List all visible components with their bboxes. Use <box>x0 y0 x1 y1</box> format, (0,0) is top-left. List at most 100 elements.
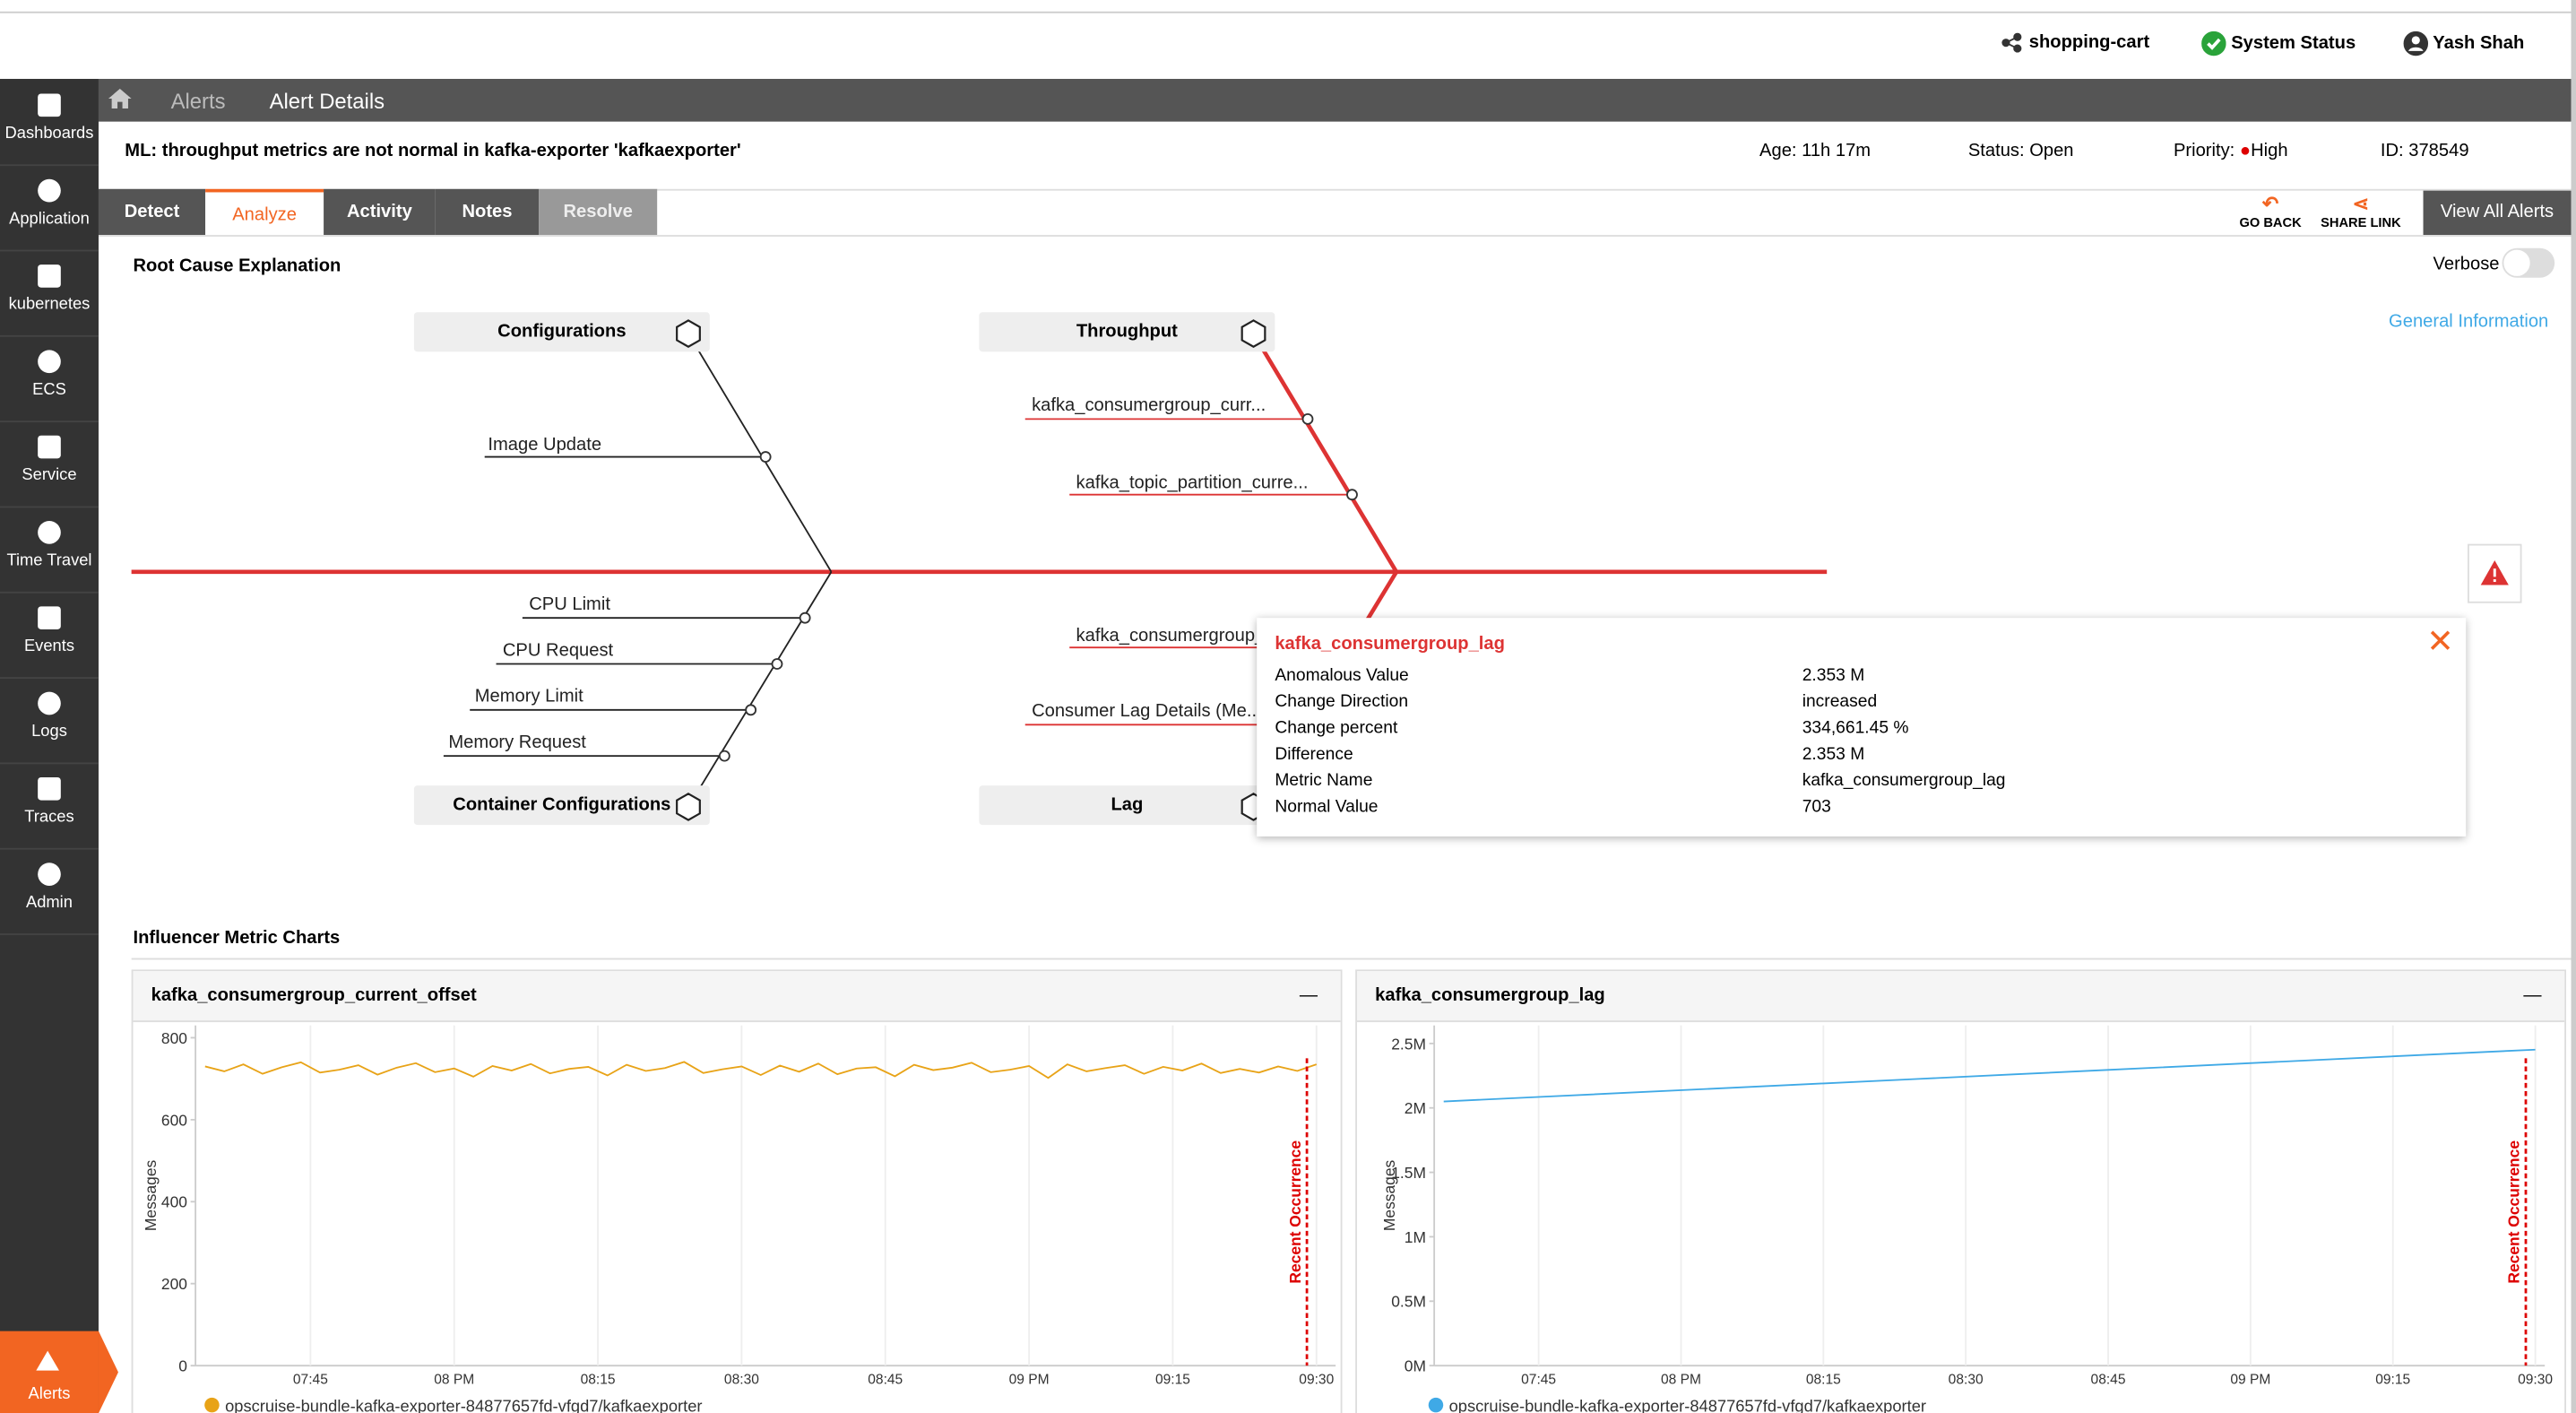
rule <box>98 235 2576 237</box>
cause-label[interactable]: kafka_consumergroup_ <box>1076 626 1266 646</box>
sidebar: Dashboards Application kubernetes ECS Servic… <box>0 78 99 1413</box>
user-name: Yash Shah <box>2433 33 2525 54</box>
view-all-button[interactable]: View All Alerts <box>2423 190 2572 236</box>
row-key: Change percent <box>1275 717 1398 738</box>
collapse[interactable]: — <box>1299 985 1318 1006</box>
tab[interactable]: Detect <box>98 188 206 236</box>
x-tick-label: 08:15 <box>1806 1372 1841 1387</box>
ok-icon <box>2201 30 2226 56</box>
x-tick-label: 09 PM <box>2230 1372 2270 1387</box>
tab[interactable]: Activity <box>324 188 436 236</box>
section-title: Influencer Metric Charts <box>133 928 341 949</box>
share-link[interactable]: ⋖ SHARE LINK <box>2321 192 2401 230</box>
nav-icon <box>38 435 61 459</box>
priority-dot: ● <box>2239 141 2252 161</box>
nav-icon <box>38 350 61 374</box>
system-status[interactable]: System Status <box>2201 30 2356 56</box>
icon-shape <box>38 178 61 203</box>
general-info-link[interactable]: General Information <box>2389 312 2549 333</box>
nav-label: Time Travel <box>6 551 92 571</box>
legend-swatch <box>1428 1397 1444 1413</box>
warning-icon <box>2480 560 2509 585</box>
nav-icon <box>38 776 61 801</box>
crumb[interactable]: Alerts <box>170 88 226 114</box>
nav-item[interactable]: kubernetes <box>0 250 99 337</box>
x-tick-label: 09:15 <box>2375 1372 2410 1387</box>
tab-active[interactable]: Analyze <box>205 188 324 236</box>
icon-shape <box>38 350 61 374</box>
nav-item[interactable]: Dashboards <box>0 79 99 167</box>
nav-item[interactable]: Logs <box>0 677 99 765</box>
icon-shape <box>38 776 61 801</box>
crumb: Alert Details <box>269 88 385 114</box>
icon-shape <box>38 606 61 630</box>
category-box: Container Configurations <box>413 785 710 826</box>
tooltip: kafka_consumergroup_lag ✕ Anomalous Valu… <box>1257 618 2467 837</box>
chart-panel: kafka_consumergroup_lag —07:45 08 PM 08:15 0… <box>1355 969 2567 1413</box>
x-tick-label: 08:30 <box>724 1372 759 1387</box>
y-tick-label: 800 <box>161 1029 187 1047</box>
nav-item[interactable]: Service <box>0 420 99 508</box>
y-tick-label: 1M <box>1405 1228 1426 1246</box>
row-key: Normal Value <box>1275 796 1379 817</box>
cause-label[interactable]: CPU Limit <box>529 594 610 615</box>
row-value: 334,661.45 % <box>1802 717 1909 738</box>
chart: 07:45 08 PM 08:15 08:30 08:45 09 PM 09:15 09:30… <box>142 1025 1336 1413</box>
nav-item[interactable]: Time Travel <box>0 507 99 594</box>
cause-label[interactable]: kafka_consumergroup_curr... <box>1032 395 1266 416</box>
verbose-label: Verbose <box>2433 255 2500 275</box>
nav-item[interactable]: ECS <box>0 335 99 423</box>
y-tick-label: 200 <box>161 1275 187 1293</box>
x-tick-label: 08 PM <box>1661 1372 1701 1387</box>
nav-label: Events <box>23 637 74 656</box>
cause-label[interactable]: Consumer Lag Details (Me... <box>1032 701 1262 722</box>
x-tick-label: 08:45 <box>2091 1372 2126 1387</box>
scrollbar <box>2571 0 2576 1413</box>
chart-panel: kafka_consumergroup_current_offset — 07:45… <box>131 969 1343 1413</box>
alerts-tab-shape <box>36 1331 118 1413</box>
close-button[interactable]: ✕ <box>2426 624 2454 661</box>
tab[interactable]: Notes <box>435 188 540 236</box>
home-icon[interactable] <box>108 88 132 108</box>
user[interactable]: Yash Shah <box>2403 30 2525 56</box>
x-tick-label: 09:30 <box>1299 1372 1334 1387</box>
chart-title: kafka_consumergroup_current_offset <box>151 985 477 1006</box>
x-tick-label: 08:30 <box>1949 1372 1984 1387</box>
tab[interactable]: Resolve <box>539 188 658 236</box>
x-tick-label: 08:15 <box>581 1372 616 1387</box>
x-tick-label: 09:15 <box>1155 1372 1190 1387</box>
annotation-label: Recent Occurrence <box>1286 1140 1304 1284</box>
x-tick-label: 07:45 <box>1521 1372 1556 1387</box>
cause-label[interactable]: Image Update <box>488 435 602 455</box>
nav-item[interactable]: Admin <box>0 848 99 935</box>
y-tick-label: 0M <box>1405 1357 1426 1375</box>
nav-icon <box>38 691 61 715</box>
nav-item[interactable]: Events <box>0 592 99 679</box>
nav-icon <box>38 178 61 203</box>
top-rule <box>0 11 2576 13</box>
chart-header: kafka_consumergroup_current_offset — <box>133 971 1341 1023</box>
y-tick-label: 400 <box>161 1193 187 1211</box>
nav-item[interactable]: Traces <box>0 762 99 850</box>
alerts-nav[interactable]: Alerts <box>0 1331 118 1413</box>
row-key: Change Direction <box>1275 691 1409 712</box>
y-tick-label: 2.5M <box>1391 1035 1426 1053</box>
annotation-label: Recent Occurrence <box>2505 1140 2523 1284</box>
y-tick-label: 600 <box>161 1111 187 1129</box>
cause-label[interactable]: kafka_topic_partition_curre... <box>1076 472 1309 493</box>
warning-button[interactable] <box>2468 543 2522 603</box>
cause-label[interactable]: Memory Request <box>448 733 586 753</box>
nav-icon <box>38 264 61 288</box>
go-back[interactable]: ↶ GO BACK <box>2239 192 2302 230</box>
cause-label[interactable]: Memory Limit <box>474 687 583 707</box>
cluster[interactable]: shopping-cart <box>2001 33 2149 53</box>
nav-item[interactable]: Application <box>0 164 99 252</box>
verbose-toggle[interactable] <box>2502 247 2555 278</box>
collapse[interactable]: — <box>2523 985 2542 1006</box>
cause-label[interactable]: CPU Request <box>502 640 614 661</box>
nav-label: ECS <box>32 381 66 400</box>
x-tick-label: 09 PM <box>1009 1372 1050 1387</box>
nav-icon <box>38 521 61 544</box>
category-label: Container Configurations <box>453 795 671 816</box>
